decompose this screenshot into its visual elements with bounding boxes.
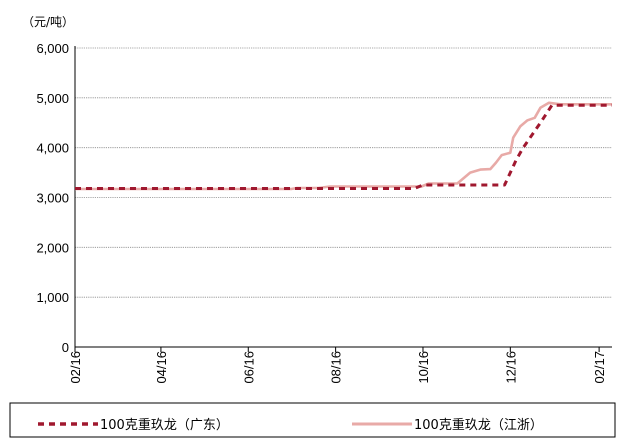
x-tick-label: 02/17	[592, 351, 607, 384]
legend-box	[9, 402, 616, 438]
y-tick-label: 1,000	[36, 290, 69, 305]
y-tick-label: 0	[62, 340, 69, 355]
x-tick-label: 06/16	[241, 351, 256, 384]
axes: 0 1,000 2,000 3,000 4,000 5,000 6,000 02/16 04/1…	[36, 41, 612, 384]
legend: 100克重玖龙（广东） 100克重玖龙（江浙）	[9, 402, 616, 438]
x-tick-label: 04/16	[154, 351, 169, 384]
y-tick-label: 2,000	[36, 240, 69, 255]
series-line	[75, 103, 612, 190]
y-tick-label: 6,000	[36, 41, 69, 56]
x-tick-label: 10/16	[416, 351, 431, 384]
y-unit-label: （元/吨）	[22, 15, 74, 29]
y-tick-label: 4,000	[36, 141, 69, 156]
gridlines	[75, 47, 612, 298]
series-line	[75, 101, 612, 191]
y-tick-label: 3,000	[36, 191, 69, 206]
series-lines	[75, 101, 612, 191]
x-tick-label: 12/16	[503, 351, 518, 384]
x-tick-label: 02/16	[68, 351, 83, 384]
x-tick-label: 08/16	[329, 351, 344, 384]
legend-label: 100克重玖龙（江浙）	[414, 417, 543, 433]
y-tick-label: 5,000	[36, 91, 69, 106]
legend-label: 100克重玖龙（广东）	[100, 417, 229, 433]
